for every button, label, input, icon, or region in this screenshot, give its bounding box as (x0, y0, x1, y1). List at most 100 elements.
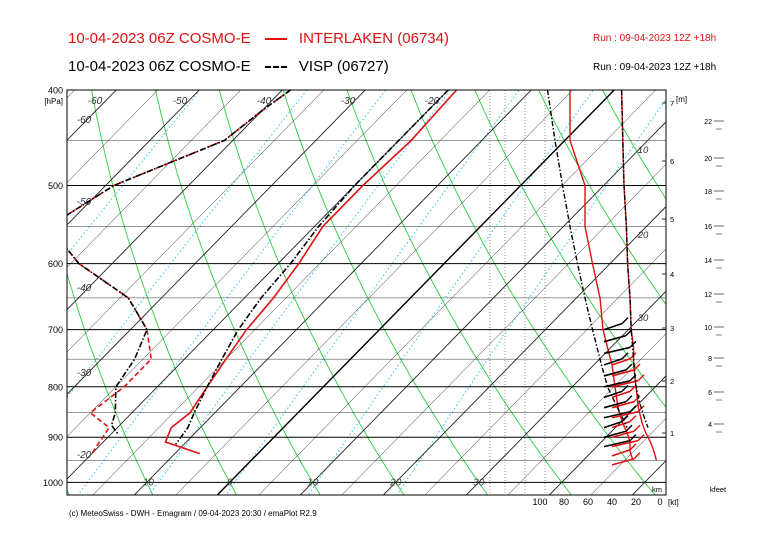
height-kfeet-label: 8 (708, 356, 712, 363)
profile-curves (67, 90, 458, 455)
wind-profile-label: 10 (638, 145, 649, 156)
pressure-tick-label: 500 (48, 181, 63, 191)
header-station-visp: VISP (06727) (298, 58, 389, 75)
pressure-axis-label: [hPa] (44, 97, 63, 106)
mixing-ratio-line (77, 90, 387, 495)
wind-profile-label: 20 (637, 230, 649, 241)
profile-line-temperature (164, 90, 458, 455)
wind-barb-flag (629, 374, 637, 382)
wind-barb-flag (629, 384, 637, 392)
isotherm-line (67, 90, 117, 141)
height-kfeet-label: 20 (704, 156, 712, 163)
wind-speed-tick-label: 100 (532, 497, 547, 507)
wind-barb-shaft (611, 400, 635, 409)
height-kfeet-label: 18 (704, 189, 712, 196)
isotherm-line (67, 90, 325, 353)
isotherm-label: -50 (77, 197, 92, 208)
isotherm-line (133, 90, 532, 495)
dry-adiabat-line (474, 90, 666, 408)
isotherm-line (548, 375, 666, 495)
wind-barb-flag (633, 395, 641, 403)
isotherm-label: -40 (257, 96, 272, 107)
wind-barb-shaft (611, 380, 639, 388)
isotherm-line (67, 90, 159, 183)
isotherm-label: -30 (77, 368, 92, 379)
wind-speed-tick-label: 0 (657, 497, 662, 507)
height-axis-label: [m] (676, 95, 687, 104)
pressure-tick-label: 600 (48, 259, 63, 269)
isotherm-line (299, 121, 666, 495)
wind-barb-flag (621, 384, 629, 392)
pressure-tick-label: 1000 (43, 478, 63, 488)
pressure-tick-label: 400 (48, 86, 63, 96)
wind-barb-shaft (603, 430, 627, 439)
isotherm-line (424, 248, 666, 495)
mixing-ratio-line (67, 90, 201, 256)
height-kfeet-label: 4 (708, 422, 712, 429)
dry-adiabat-line (410, 90, 656, 495)
dry-adiabat-line (282, 90, 489, 495)
profile-line-dewpoint (67, 90, 291, 455)
pressure-tick-label: 900 (48, 433, 63, 443)
footer-credit: (c) MeteoSwiss - DWH - Emagram / 09-04-2… (69, 509, 317, 518)
wind-barb-flag (625, 424, 633, 432)
wind-barb-flag (629, 443, 637, 451)
height-km-label: 4 (670, 270, 674, 279)
profile-line-dewpoint (67, 90, 291, 436)
wind-profile-label: 30 (638, 313, 649, 324)
wind-barb-shaft (603, 439, 631, 448)
height-km-label: 1 (670, 429, 674, 438)
isotherm-line (507, 333, 666, 495)
wind-barb-shaft (603, 358, 623, 366)
plot-frame (66, 89, 667, 496)
wind-speed-tick-label: 60 (583, 497, 593, 507)
isotherm-line (0, 68, 13, 507)
zero-isotherm-line (216, 90, 616, 495)
isotherm-line (465, 290, 666, 495)
wind-barb-flag (629, 415, 637, 423)
isotherm-line (0, 68, 55, 507)
wind-barb-shaft (611, 410, 639, 419)
dry-adiabat-line (218, 90, 405, 495)
height-kfeet-label: 14 (704, 258, 712, 265)
dry-adiabat-line (602, 90, 666, 200)
isotherm-label: -50 (173, 96, 188, 107)
isotherm-line (590, 417, 666, 495)
wind-barb-shaft (603, 400, 627, 409)
wind-barb-shaft (611, 358, 631, 366)
wind-barb-shaft (603, 334, 627, 343)
isotherm-line (67, 90, 200, 226)
height-kfeet-label: 6 (708, 390, 712, 397)
wind-barb-flag (629, 434, 637, 442)
wind-speed-tick-label: 20 (631, 497, 641, 507)
height-km-label: 3 (670, 324, 674, 333)
isotherm-line (67, 90, 408, 438)
wind-barb-shaft (611, 420, 631, 429)
wind-barb-flag (633, 363, 641, 371)
wind-barb-shaft (611, 458, 635, 466)
isotherm-line (745, 68, 766, 507)
isotherm-line (258, 90, 657, 495)
height-km-label: 5 (670, 215, 674, 224)
wind-direction-line (569, 90, 634, 461)
run-info-visp: Run : 09-04-2023 12Z +18h (593, 62, 717, 73)
dry-adiabat-line (346, 90, 572, 495)
wind-barb-flag (625, 363, 633, 371)
header-station-interlaken: INTERLAKEN (06734) (298, 30, 449, 47)
wind-profiles (546, 90, 658, 466)
pressure-tick-label: 700 (48, 325, 63, 335)
profile-line-temperature (175, 90, 449, 445)
wind-speed-line (620, 90, 649, 428)
height-km-label: 7 (670, 99, 674, 108)
wind-speed-tick-label: 40 (607, 497, 617, 507)
wind-barb-shaft (603, 390, 623, 399)
legend-dashdot-black-line (264, 66, 287, 69)
isotherm-line (67, 90, 242, 268)
mixing-ratio-line (225, 90, 520, 495)
height-kfeet-label: 16 (704, 224, 712, 231)
dry-adiabat-line (91, 90, 238, 495)
height-km-label: 2 (670, 377, 674, 386)
isotherm-line (175, 90, 574, 495)
isotherm-label: -30 (341, 96, 356, 107)
